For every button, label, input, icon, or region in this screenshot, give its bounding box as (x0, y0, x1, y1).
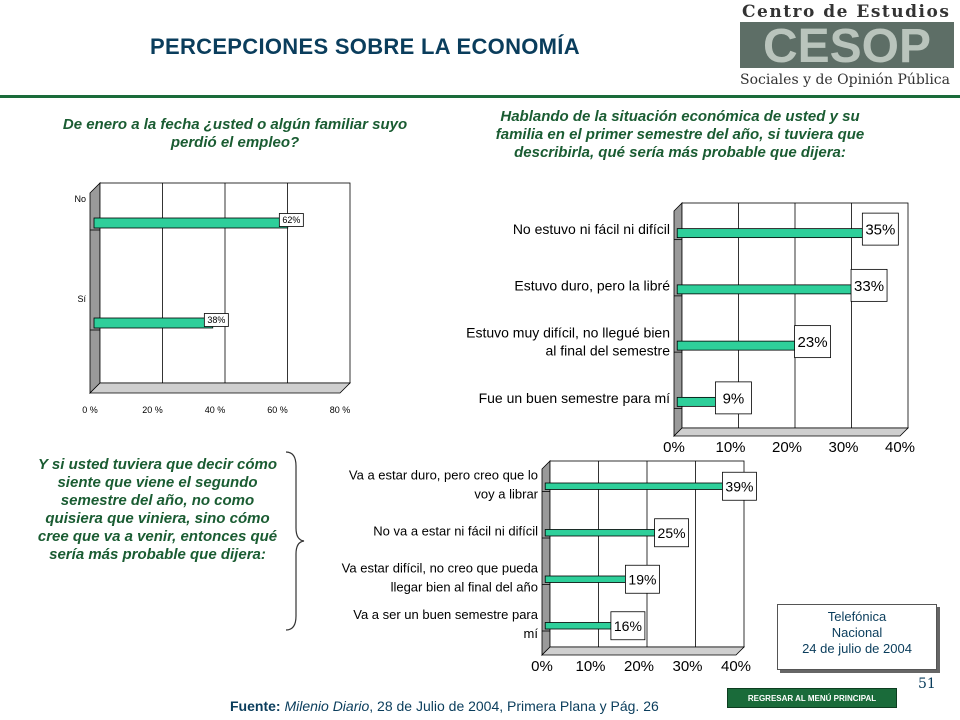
data-label-box (610, 611, 646, 641)
page-title: PERCEPCIONES SOBRE LA ECONOMÍA (150, 34, 580, 59)
source-publication: Milenio Diario (284, 698, 370, 714)
category-label: Sí (77, 294, 86, 304)
logo-mark: CESOP (763, 20, 931, 73)
category-label: voy a librar (474, 486, 538, 501)
x-tick-label: 80 % (330, 405, 351, 415)
category-label: No estuvo ni fácil ni difícil (513, 221, 670, 237)
chart-floor (673, 427, 909, 437)
category-label: Va a estar duro, pero creo que lo (349, 467, 538, 482)
category-label: llegar bien al final del año (391, 579, 538, 594)
x-tick-label: 20% (624, 658, 654, 675)
info-line-2: Nacional (831, 625, 883, 640)
x-tick-label: 20% (772, 439, 802, 456)
bar (544, 529, 667, 537)
source-note: Fuente: Milenio Diario, 28 de Julio de 2… (230, 698, 659, 714)
data-label: 62% (282, 215, 300, 225)
info-line-3: 24 de julio de 2004 (802, 641, 912, 656)
data-label-box (715, 381, 752, 415)
category-label: No va a estar ni fácil ni difícil (373, 523, 538, 538)
data-label: 25% (658, 525, 686, 541)
bar (676, 340, 808, 351)
category-label: al final del semestre (545, 343, 670, 359)
category-label: Va a ser un buen semestre para (353, 607, 539, 622)
data-label: 39% (725, 478, 753, 494)
category-label: No (74, 194, 86, 204)
chart-side-wall (89, 182, 101, 394)
x-tick-label: 60 % (267, 405, 288, 415)
chart-floor (541, 646, 745, 656)
data-label-box (850, 268, 888, 302)
bar (544, 575, 638, 583)
category-label: Estuvo muy difícil, no llegué bien (466, 325, 670, 341)
curly-brace-icon (285, 451, 305, 631)
logo-bottom-text: Sociales y de Opinión Pública (740, 72, 950, 88)
data-label: 23% (798, 334, 828, 351)
x-tick-label: 0% (663, 439, 685, 456)
bar (93, 317, 214, 329)
x-tick-label: 0 % (82, 405, 98, 415)
x-tick-label: 40 % (205, 405, 226, 415)
data-label-box (625, 564, 660, 594)
question-1: De enero a la fecha ¿usted o algún famil… (62, 116, 408, 151)
category-label: Va estar difícil, no creo que pueda (342, 560, 539, 575)
survey-info-box: Telefónica Nacional 24 de julio de 2004 (777, 604, 937, 670)
x-tick-label: 0% (531, 658, 553, 675)
logo-top-text: Centro de Estudios (742, 2, 951, 22)
bar (93, 217, 289, 229)
x-tick-label: 10% (715, 439, 745, 456)
x-tick-label: 20 % (142, 405, 163, 415)
data-label: 38% (207, 315, 225, 325)
data-label-box (861, 212, 899, 246)
cesop-logo: CESOP (736, 0, 960, 96)
question-3: Y si usted tuviera que decir cómo siente… (37, 456, 278, 563)
data-label-box (794, 325, 831, 359)
category-label: Fue un buen semestre para mí (479, 390, 671, 406)
x-tick-label: 40% (721, 658, 751, 675)
data-label-box (722, 471, 757, 501)
data-label: 19% (628, 571, 656, 587)
x-tick-label: 40% (885, 439, 915, 456)
question-2: Hablando de la situación económica de us… (495, 108, 865, 161)
x-tick-label: 30% (828, 439, 858, 456)
x-tick-label: 30% (672, 658, 702, 675)
data-label: 16% (614, 618, 642, 634)
category-label: mí (524, 626, 539, 641)
source-label: Fuente: (230, 698, 281, 714)
chart-floor (89, 382, 351, 394)
data-label: 33% (854, 278, 884, 295)
bar (676, 284, 865, 295)
bar (544, 482, 735, 490)
chart-first-semester: 0% 10% 20% 30% 40% 35% No estuvo ni fácil ni d… (466, 202, 915, 456)
data-label: 9% (723, 390, 745, 407)
chart-second-semester: 0% 10% 20% 30% 40% 39% Va a estar duro, pero c… (342, 460, 757, 675)
data-label: 35% (865, 222, 895, 239)
data-label-box (278, 213, 304, 227)
bar (676, 228, 876, 239)
header-divider (0, 95, 960, 98)
x-tick-label: 10% (575, 658, 605, 675)
page-number: 51 (918, 676, 936, 692)
back-to-menu-button[interactable]: REGRESAR AL MENÚ PRINCIPAL (727, 688, 897, 708)
source-details: , 28 de Julio de 2004, Primera Plana y P… (369, 698, 659, 714)
data-label-box (654, 518, 689, 548)
info-line-1: Telefónica (827, 609, 887, 624)
data-label-box (203, 313, 229, 327)
chart-lost-job: 0 % 20 % 40 % 60 % 80 % 62% No 38% Sí (74, 182, 351, 415)
category-label: Estuvo duro, pero la libré (514, 277, 670, 293)
